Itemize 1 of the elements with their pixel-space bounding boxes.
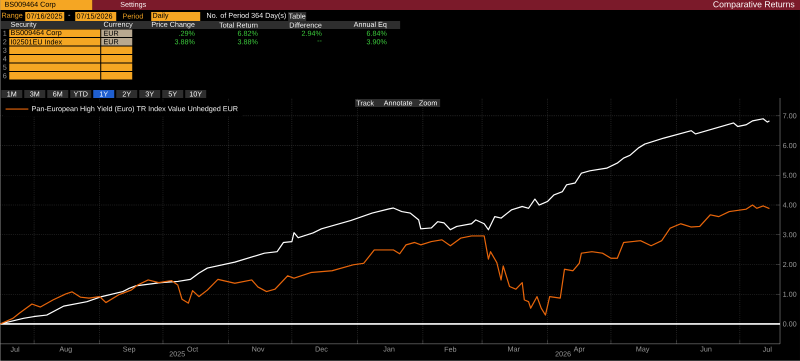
chart-title: Comparative Returns [713,1,794,10]
